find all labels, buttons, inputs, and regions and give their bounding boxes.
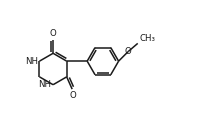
Text: NH: NH: [38, 80, 51, 89]
Text: NH: NH: [25, 57, 38, 66]
Text: O: O: [50, 29, 56, 38]
Text: O: O: [125, 47, 131, 56]
Text: O: O: [70, 91, 76, 100]
Text: CH₃: CH₃: [139, 34, 155, 43]
